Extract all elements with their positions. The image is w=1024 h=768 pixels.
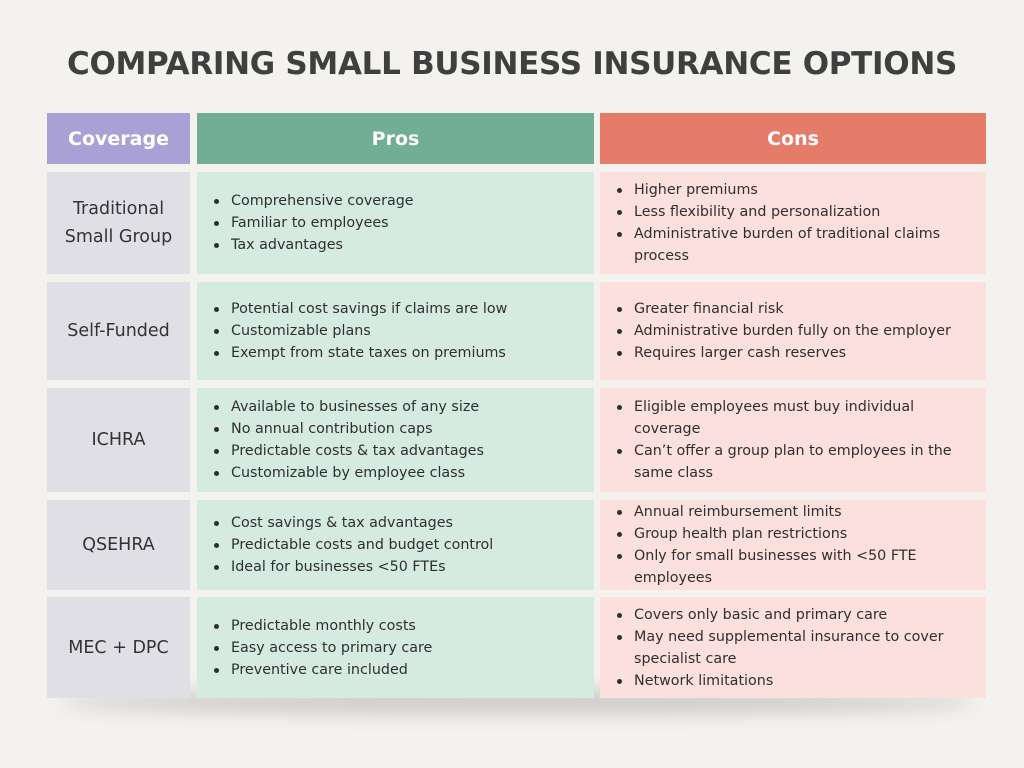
cons-list: Eligible employees must buy individual c… bbox=[600, 396, 986, 484]
pros-item: Tax advantages bbox=[213, 234, 588, 256]
header-cons: Cons bbox=[600, 113, 986, 164]
cons-item: Can’t offer a group plan to employees in… bbox=[616, 440, 980, 484]
pros-cell: Potential cost savings if claims are low… bbox=[197, 282, 594, 380]
header-pros: Pros bbox=[197, 113, 594, 164]
pros-item: Predictable costs and budget control bbox=[213, 534, 588, 556]
cons-item: Administrative burden fully on the emplo… bbox=[616, 320, 980, 342]
pros-item: Ideal for businesses <50 FTEs bbox=[213, 556, 588, 578]
cons-item: Greater financial risk bbox=[616, 298, 980, 320]
pros-cell: Available to businesses of any size No a… bbox=[197, 388, 594, 492]
cons-item: Only for small businesses with <50 FTE e… bbox=[616, 545, 980, 589]
pros-list: Cost savings & tax advantages Predictabl… bbox=[197, 512, 594, 578]
pros-cell: Comprehensive coverage Familiar to emplo… bbox=[197, 172, 594, 274]
cons-cell: Annual reimbursement limits Group health… bbox=[600, 500, 986, 590]
cons-cell: Covers only basic and primary care May n… bbox=[600, 597, 986, 698]
coverage-cell: MEC + DPC bbox=[47, 597, 190, 698]
pros-item: Exempt from state taxes on premiums bbox=[213, 342, 588, 364]
cons-item: Requires larger cash reserves bbox=[616, 342, 980, 364]
cons-item: Covers only basic and primary care bbox=[616, 604, 980, 626]
pros-cell: Predictable monthly costs Easy access to… bbox=[197, 597, 594, 698]
pros-cell: Cost savings & tax advantages Predictabl… bbox=[197, 500, 594, 590]
cons-cell: Greater financial risk Administrative bu… bbox=[600, 282, 986, 380]
cons-cell: Higher premiums Less flexibility and per… bbox=[600, 172, 986, 274]
pros-item: Predictable costs & tax advantages bbox=[213, 440, 588, 462]
pros-item: Predictable monthly costs bbox=[213, 615, 588, 637]
pros-item: Preventive care included bbox=[213, 659, 588, 681]
pros-item: Easy access to primary care bbox=[213, 637, 588, 659]
pros-item: Available to businesses of any size bbox=[213, 396, 588, 418]
coverage-cell: QSEHRA bbox=[47, 500, 190, 590]
cons-item: Network limitations bbox=[616, 670, 980, 692]
pros-list: Available to businesses of any size No a… bbox=[197, 396, 594, 484]
pros-item: Familiar to employees bbox=[213, 212, 588, 234]
header-coverage: Coverage bbox=[47, 113, 190, 164]
pros-item: Customizable by employee class bbox=[213, 462, 588, 484]
cons-item: Administrative burden of traditional cla… bbox=[616, 223, 980, 267]
pros-list: Potential cost savings if claims are low… bbox=[197, 298, 594, 364]
cons-list: Greater financial risk Administrative bu… bbox=[600, 298, 986, 364]
page-title: COMPARING SMALL BUSINESS INSURANCE OPTIO… bbox=[67, 46, 957, 82]
cons-item: Less flexibility and personalization bbox=[616, 201, 980, 223]
cons-item: Annual reimbursement limits bbox=[616, 501, 980, 523]
pros-item: Cost savings & tax advantages bbox=[213, 512, 588, 534]
cons-item: May need supplemental insurance to cover… bbox=[616, 626, 980, 670]
pros-item: No annual contribution caps bbox=[213, 418, 588, 440]
coverage-cell: Self-Funded bbox=[47, 282, 190, 380]
pros-list: Predictable monthly costs Easy access to… bbox=[197, 615, 594, 681]
cons-list: Higher premiums Less flexibility and per… bbox=[600, 179, 986, 267]
pros-list: Comprehensive coverage Familiar to emplo… bbox=[197, 190, 594, 256]
pros-item: Potential cost savings if claims are low bbox=[213, 298, 588, 320]
coverage-cell: Traditional Small Group bbox=[47, 172, 190, 274]
pros-item: Customizable plans bbox=[213, 320, 588, 342]
cons-list: Annual reimbursement limits Group health… bbox=[600, 501, 986, 589]
cons-cell: Eligible employees must buy individual c… bbox=[600, 388, 986, 492]
pros-item: Comprehensive coverage bbox=[213, 190, 588, 212]
cons-list: Covers only basic and primary care May n… bbox=[600, 604, 986, 692]
cons-item: Higher premiums bbox=[616, 179, 980, 201]
coverage-cell: ICHRA bbox=[47, 388, 190, 492]
cons-item: Group health plan restrictions bbox=[616, 523, 980, 545]
cons-item: Eligible employees must buy individual c… bbox=[616, 396, 980, 440]
